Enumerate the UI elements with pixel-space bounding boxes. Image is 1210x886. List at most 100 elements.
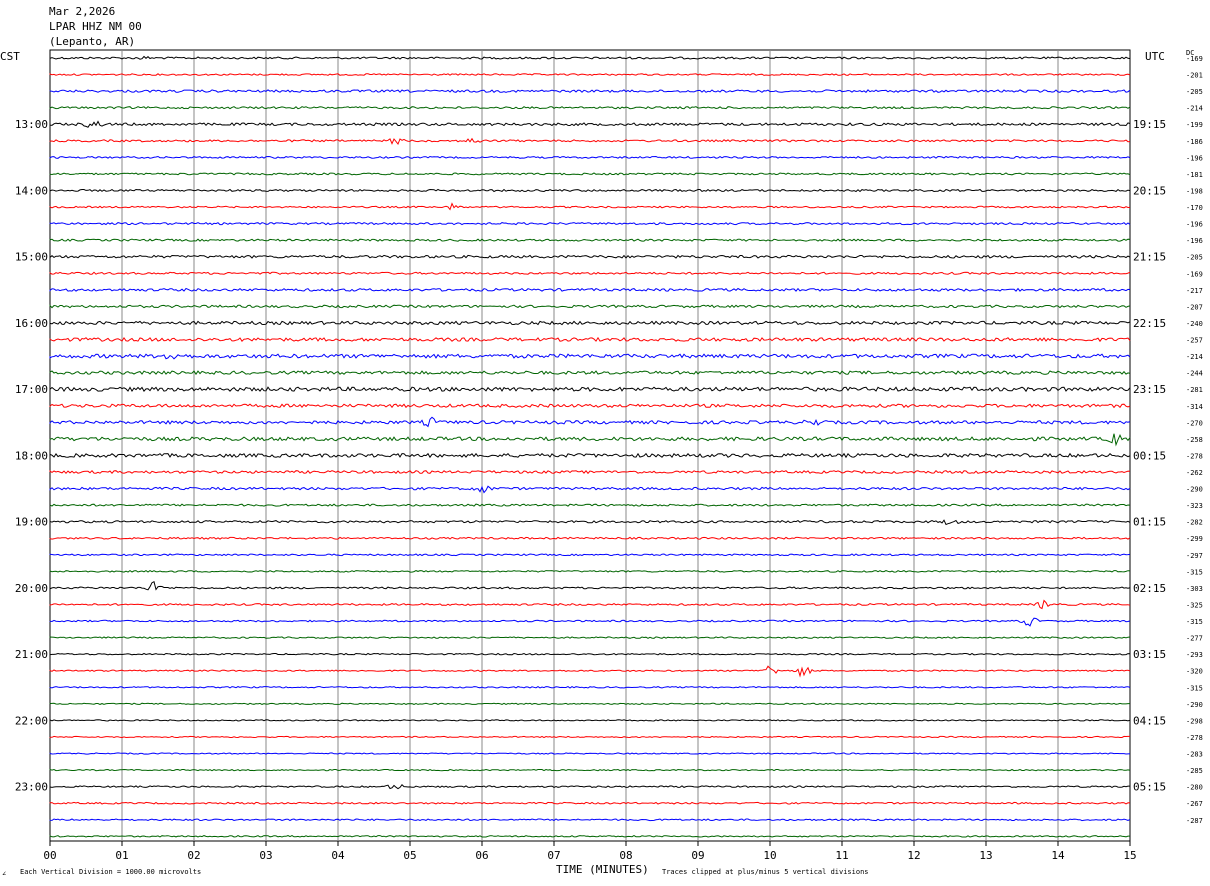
right-hour-label: 02:15: [1133, 582, 1166, 595]
seismogram-trace: [49, 320, 1131, 326]
dc-offset-label: -258: [1186, 436, 1203, 444]
x-tick-label: 03: [259, 849, 272, 862]
dc-offset-label: -181: [1186, 171, 1203, 179]
seismogram-trace: [49, 599, 1131, 610]
right-hour-label: 22:15: [1133, 317, 1166, 330]
dc-offset-label: -290: [1186, 486, 1203, 494]
dc-offset-label: -299: [1186, 535, 1203, 543]
left-hour-label: 21:00: [15, 648, 48, 661]
seismogram-trace: [49, 452, 1131, 459]
dc-offset-label: -270: [1186, 419, 1203, 427]
right-hour-label: 20:15: [1133, 184, 1166, 197]
dc-offset-label: -201: [1186, 72, 1203, 80]
x-tick-label: 01: [115, 849, 128, 862]
x-axis-title: TIME (MINUTES): [556, 863, 649, 876]
dc-offset-label: -214: [1186, 105, 1203, 113]
x-tick-label: 12: [907, 849, 920, 862]
x-tick-label: 11: [835, 849, 848, 862]
seismogram-trace: [49, 536, 1131, 540]
seismogram-trace: [49, 238, 1131, 242]
seismogram-trace: [49, 137, 1131, 146]
clip-note: Traces clipped at plus/minus 5 vertical …: [662, 868, 869, 876]
seismogram-trace: [49, 485, 1131, 494]
station-label: LPAR HHZ NM 00: [49, 20, 142, 33]
left-timezone-label: CST: [0, 50, 20, 63]
seismogram-trace: [49, 254, 1131, 259]
x-tick-label: 10: [763, 849, 776, 862]
dc-offset-label: -205: [1186, 254, 1203, 262]
seismogram-trace: [49, 768, 1131, 772]
dc-offset-label: -314: [1186, 403, 1203, 411]
seismogram-trace: [49, 783, 1130, 790]
seismogram-trace: [49, 617, 1131, 627]
seismogram-trace: [49, 55, 1131, 60]
seismogram-trace: [49, 818, 1131, 822]
x-tick-label: 05: [403, 849, 416, 862]
right-timezone-label: UTC: [1145, 50, 1165, 63]
dc-offset-label: -278: [1186, 734, 1203, 742]
dc-offset-label: -323: [1186, 502, 1203, 510]
corner-mark-icon: ∠: [2, 870, 7, 878]
dc-offset-label: -214: [1186, 353, 1203, 361]
x-tick-label: 08: [619, 849, 632, 862]
dc-offset-label: -282: [1186, 519, 1203, 527]
seismogram-trace: [49, 665, 1131, 678]
seismogram-trace: [49, 469, 1131, 475]
dc-offset-label: -196: [1186, 221, 1203, 229]
seismogram-trace: [49, 353, 1131, 360]
dc-column-label: DC: [1186, 49, 1195, 57]
date-label: Mar 2,2026: [49, 5, 116, 18]
scale-note: Each Vertical Division = 1000.00 microvo…: [20, 868, 202, 876]
seismogram-trace: [49, 155, 1131, 159]
seismogram-trace: [49, 304, 1131, 309]
right-hour-label: 05:15: [1133, 781, 1166, 794]
right-hour-label: 01:15: [1133, 516, 1166, 529]
dc-offset-label: -320: [1186, 668, 1203, 676]
dc-offset-label: -186: [1186, 138, 1203, 146]
dc-offset-label: -293: [1186, 651, 1203, 659]
dc-offset-label: -170: [1186, 204, 1203, 212]
left-hour-label: 19:00: [15, 516, 48, 529]
seismogram-trace: [49, 386, 1131, 393]
seismogram-trace: [49, 702, 1130, 705]
x-tick-label: 02: [187, 849, 200, 862]
left-hour-label: 14:00: [15, 184, 48, 197]
right-hour-label: 03:15: [1133, 648, 1166, 661]
right-hour-label: 19:15: [1133, 118, 1166, 131]
dc-offset-label: -283: [1186, 751, 1203, 759]
dc-offset-label: -280: [1186, 784, 1203, 792]
right-hour-label: 21:15: [1133, 251, 1166, 264]
seismogram-trace: [49, 106, 1131, 110]
dc-offset-label: -278: [1186, 452, 1203, 460]
dc-offset-label: -169: [1186, 55, 1203, 63]
dc-offset-label: -298: [1186, 717, 1203, 725]
left-hour-label: 23:00: [15, 781, 48, 794]
seismogram-trace: [49, 202, 1131, 211]
dc-offset-label: -169: [1186, 270, 1203, 278]
dc-offset-label: -285: [1186, 767, 1203, 775]
plot-frame: [49, 49, 1131, 842]
dc-offset-label: -315: [1186, 618, 1203, 626]
seismogram-trace: [49, 636, 1131, 639]
dc-offset-label: -287: [1186, 817, 1203, 825]
seismogram-trace: [49, 652, 1131, 656]
seismogram-trace: [49, 735, 1130, 739]
x-tick-label: 07: [547, 849, 560, 862]
left-hour-label: 13:00: [15, 118, 48, 131]
left-hour-label: 17:00: [15, 383, 48, 396]
seismogram-trace: [49, 271, 1131, 275]
dc-offset-label: -240: [1186, 320, 1203, 328]
dc-offset-label: -281: [1186, 386, 1203, 394]
seismogram-trace: [49, 503, 1131, 507]
left-hour-label: 22:00: [15, 714, 48, 727]
seismogram-trace: [49, 89, 1131, 93]
dc-offset-label: -207: [1186, 303, 1203, 311]
x-tick-label: 04: [331, 849, 345, 862]
dc-offset-label: -297: [1186, 552, 1203, 560]
dc-offset-label: -199: [1186, 121, 1203, 129]
dc-offset-label: -303: [1186, 585, 1203, 593]
x-tick-label: 15: [1123, 849, 1136, 862]
x-tick-label: 14: [1051, 849, 1065, 862]
left-hour-label: 18:00: [15, 449, 48, 462]
